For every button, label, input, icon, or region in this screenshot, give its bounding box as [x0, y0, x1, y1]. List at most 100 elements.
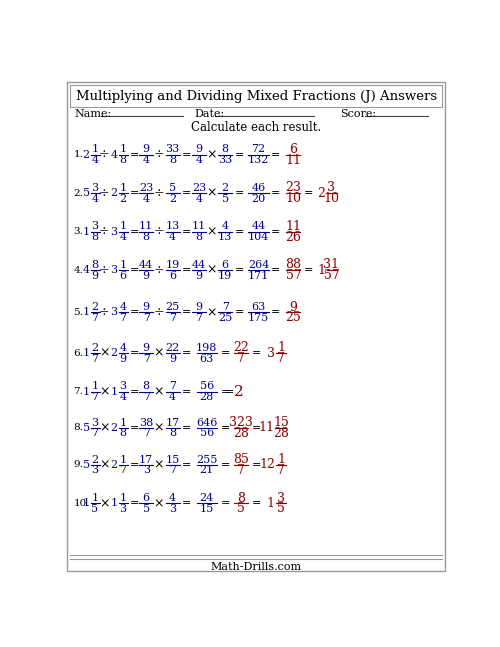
Text: 33: 33	[166, 144, 179, 154]
Text: 2: 2	[110, 460, 117, 470]
Text: 1: 1	[120, 182, 126, 193]
Text: 3.: 3.	[74, 227, 83, 236]
Text: =: =	[220, 498, 230, 509]
Text: 3: 3	[92, 465, 98, 476]
Text: ÷: ÷	[154, 148, 164, 161]
Text: 8: 8	[237, 492, 245, 505]
Text: =: =	[130, 307, 140, 318]
Text: 57: 57	[324, 269, 340, 282]
Text: 1: 1	[267, 497, 275, 510]
Text: 7: 7	[92, 428, 98, 439]
Text: 2: 2	[92, 455, 98, 465]
Text: 5: 5	[92, 504, 98, 514]
Text: 19: 19	[166, 259, 179, 270]
Text: ×: ×	[206, 148, 216, 161]
Text: 1: 1	[82, 387, 89, 397]
Text: =: =	[182, 307, 191, 318]
Text: 1: 1	[110, 498, 117, 509]
Text: =: =	[224, 387, 234, 397]
Text: 3: 3	[142, 465, 150, 476]
Text: 2: 2	[82, 149, 89, 160]
Text: =: =	[182, 188, 191, 198]
Text: =: =	[182, 348, 191, 358]
Text: 2: 2	[92, 302, 98, 312]
Text: 3: 3	[92, 182, 98, 193]
Text: 2.: 2.	[74, 189, 83, 197]
Text: 6: 6	[120, 270, 126, 281]
Text: 5: 5	[222, 193, 229, 204]
Text: 8: 8	[169, 428, 176, 439]
Text: ×: ×	[154, 497, 164, 510]
Text: 7: 7	[120, 465, 126, 476]
Text: 1: 1	[92, 144, 98, 154]
Text: Calculate each result.: Calculate each result.	[191, 121, 322, 134]
Text: 63: 63	[252, 302, 266, 312]
Text: 1: 1	[110, 387, 117, 397]
Text: =: =	[220, 387, 230, 397]
Text: 4: 4	[120, 392, 126, 402]
Text: 5: 5	[82, 188, 89, 198]
Text: 1: 1	[82, 307, 89, 318]
Text: 15: 15	[166, 455, 179, 465]
Text: 175: 175	[248, 313, 269, 323]
Text: =: =	[182, 387, 191, 397]
Text: 7: 7	[237, 464, 244, 477]
Text: 7: 7	[222, 302, 229, 312]
Text: 4: 4	[82, 265, 89, 275]
Text: 7: 7	[92, 354, 98, 364]
Text: 1.: 1.	[74, 150, 83, 159]
Text: 7: 7	[92, 313, 98, 323]
Text: 10.: 10.	[74, 499, 90, 508]
Text: =: =	[220, 423, 230, 433]
Text: 7: 7	[142, 313, 150, 323]
Text: 1: 1	[120, 493, 126, 503]
Text: 23: 23	[286, 181, 302, 194]
Text: =: =	[271, 188, 280, 198]
Text: 1: 1	[92, 382, 98, 391]
Text: ×: ×	[99, 347, 110, 360]
Text: 25: 25	[218, 313, 232, 323]
Text: 2: 2	[110, 188, 117, 198]
Text: 646: 646	[196, 417, 218, 428]
Text: 2: 2	[234, 385, 244, 399]
Text: 9: 9	[142, 270, 150, 281]
Text: 9: 9	[196, 270, 202, 281]
Text: 255: 255	[196, 455, 218, 465]
Text: 5: 5	[169, 182, 176, 193]
Text: 7: 7	[142, 428, 150, 439]
Text: 8: 8	[92, 232, 98, 242]
Text: 33: 33	[218, 155, 232, 165]
Text: 7: 7	[120, 313, 126, 323]
Text: =: =	[130, 423, 140, 433]
Text: 2: 2	[92, 343, 98, 353]
Text: =: =	[252, 423, 261, 433]
Text: 1: 1	[120, 417, 126, 428]
Text: 9: 9	[169, 354, 176, 364]
Text: 3: 3	[110, 265, 117, 275]
Text: 3: 3	[120, 504, 126, 514]
Text: 10: 10	[286, 192, 302, 205]
Text: 28: 28	[233, 427, 248, 440]
Text: 4: 4	[169, 493, 176, 503]
Text: ÷: ÷	[99, 263, 110, 277]
Text: 8: 8	[196, 232, 202, 242]
Text: =: =	[271, 226, 280, 237]
Text: =: =	[130, 348, 140, 358]
Text: 7: 7	[277, 352, 285, 365]
Text: ×: ×	[99, 497, 110, 510]
Text: 63: 63	[200, 354, 214, 364]
Text: =: =	[234, 188, 244, 198]
Text: =: =	[130, 387, 140, 397]
Text: 7: 7	[277, 464, 285, 477]
Text: 7: 7	[237, 352, 244, 365]
Text: 1: 1	[317, 263, 325, 277]
Text: 1: 1	[82, 498, 89, 509]
Text: 9: 9	[92, 270, 98, 281]
Text: =: =	[182, 149, 191, 160]
Text: 28: 28	[200, 392, 214, 402]
Text: 9: 9	[142, 343, 150, 353]
Text: =: =	[252, 460, 261, 470]
Text: 4.: 4.	[74, 266, 83, 274]
Text: 4: 4	[222, 221, 229, 231]
Text: 1: 1	[82, 226, 89, 237]
